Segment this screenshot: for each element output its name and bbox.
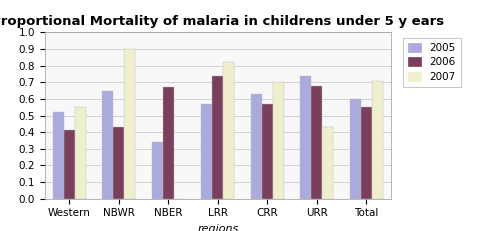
Bar bbox=[201, 104, 212, 199]
Bar bbox=[300, 76, 311, 199]
Bar bbox=[75, 107, 86, 199]
Bar bbox=[102, 91, 113, 199]
Bar bbox=[113, 127, 124, 199]
Bar bbox=[262, 104, 273, 199]
Bar bbox=[124, 49, 135, 199]
Bar bbox=[163, 87, 174, 199]
Bar bbox=[152, 142, 163, 199]
X-axis label: regions: regions bbox=[197, 224, 239, 231]
Legend: 2005, 2006, 2007: 2005, 2006, 2007 bbox=[403, 38, 461, 87]
Bar bbox=[361, 107, 372, 199]
Bar bbox=[273, 82, 284, 199]
Bar bbox=[311, 85, 322, 199]
Bar bbox=[251, 94, 262, 199]
Bar bbox=[350, 99, 361, 199]
Bar bbox=[223, 62, 234, 199]
Bar bbox=[64, 131, 75, 199]
Bar bbox=[212, 76, 223, 199]
Title: Proportional Mortality of malaria in childrens under 5 y ears: Proportional Mortality of malaria in chi… bbox=[0, 15, 445, 28]
Bar bbox=[53, 112, 64, 199]
Bar bbox=[372, 81, 383, 199]
Bar bbox=[322, 127, 333, 199]
